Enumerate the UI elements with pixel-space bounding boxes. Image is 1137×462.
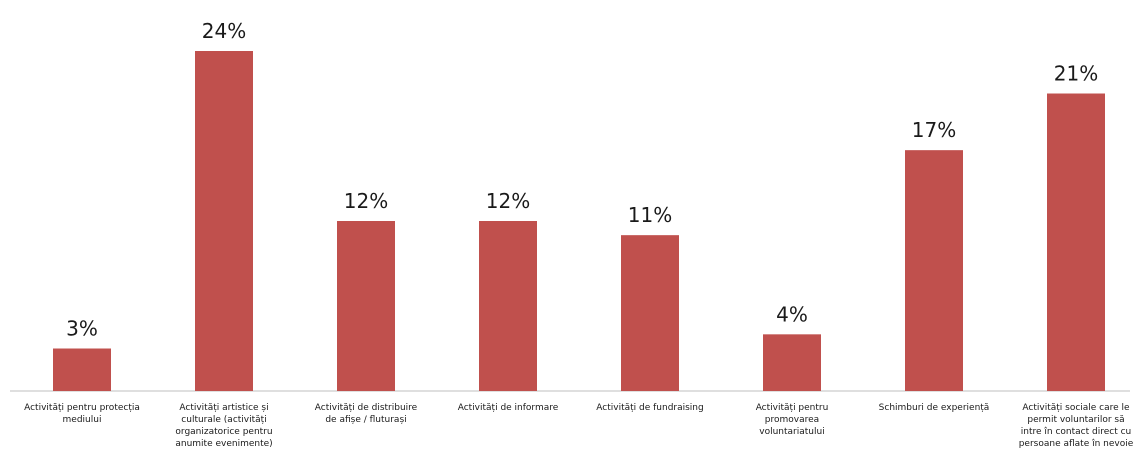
bars-group — [53, 51, 1105, 391]
value-label-2: 24% — [202, 19, 246, 43]
category-label-line: de afișe / fluturași — [325, 415, 406, 425]
category-label-1: Activități pentru protecția mediului — [24, 403, 140, 425]
category-label-line: anumite evenimente) — [175, 439, 272, 449]
category-label-7: Schimburi de experiență — [879, 403, 990, 413]
category-label-5: Activități de fundraising — [596, 403, 703, 413]
category-label-3: Activități de distribuire de afișe / flut… — [315, 403, 418, 425]
value-labels-group: 3% 24% 12% 12% 11% 4% 17% 21% — [66, 19, 1098, 341]
category-label-line: Activități artistice și — [179, 403, 268, 413]
category-label-line: Activități de informare — [458, 403, 559, 413]
category-label-line: promovarea — [765, 415, 819, 425]
category-label-line: intre în contact direct cu — [1021, 427, 1131, 437]
bar-3 — [337, 221, 395, 391]
bar-1 — [53, 348, 111, 391]
bar-7 — [905, 150, 963, 391]
bar-5 — [621, 235, 679, 391]
value-label-1: 3% — [66, 317, 98, 341]
value-label-3: 12% — [344, 189, 388, 213]
category-label-line: Activități pentru protecția — [24, 403, 140, 413]
category-labels-group: Activități pentru protecția mediuluiActiv… — [24, 403, 1134, 449]
value-label-6: 4% — [776, 302, 808, 326]
value-label-4: 12% — [486, 189, 530, 213]
category-label-line: voluntariatului — [759, 427, 824, 437]
category-label-4: Activități de informare — [458, 403, 559, 413]
bar-4 — [479, 221, 537, 391]
category-label-line: persoane aflate în nevoie — [1019, 439, 1134, 449]
category-label-line: Activități pentru — [756, 403, 829, 413]
category-label-2: Activități artistice și culturale (activi… — [175, 403, 272, 449]
bar-2 — [195, 51, 253, 391]
category-label-line: Activități de distribuire — [315, 403, 418, 413]
category-label-line: Activități de fundraising — [596, 403, 703, 413]
category-label-line: culturale (activități — [181, 415, 266, 425]
category-label-line: mediului — [63, 415, 102, 425]
bar-8 — [1047, 93, 1105, 391]
category-label-line: permit voluntarilor să — [1027, 415, 1124, 425]
category-label-line: Activități sociale care le — [1022, 403, 1130, 413]
value-label-5: 11% — [628, 203, 672, 227]
value-label-7: 17% — [912, 118, 956, 142]
category-label-line: organizatorice pentru — [175, 427, 272, 437]
bar-6 — [763, 334, 821, 391]
category-label-line: Schimburi de experiență — [879, 403, 990, 413]
value-label-8: 21% — [1054, 62, 1098, 86]
category-label-6: Activități pentru promovarea voluntariatul… — [756, 403, 829, 437]
category-label-8: Activități sociale care le permit volunta… — [1019, 403, 1134, 449]
